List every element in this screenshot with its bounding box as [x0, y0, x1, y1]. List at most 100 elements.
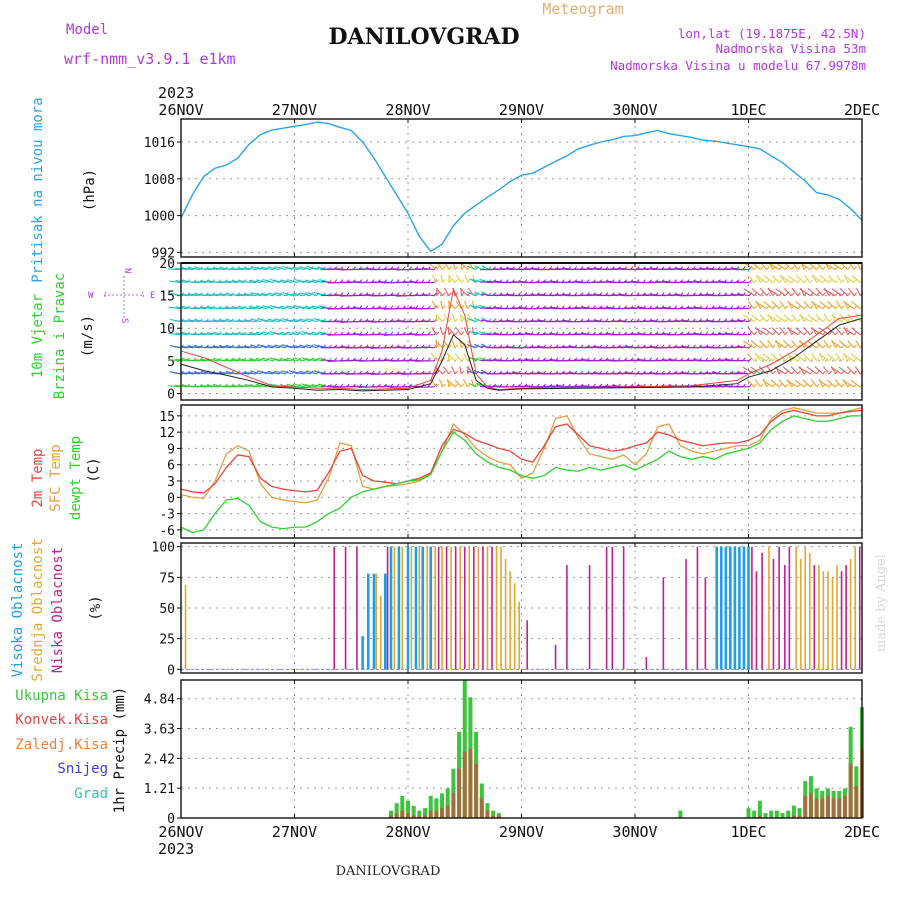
wind-label-2: Brzina i Pravac: [52, 273, 68, 399]
wind-barb: [667, 372, 681, 375]
wind-barb: [580, 346, 594, 349]
wind-unit: (m/s): [80, 315, 96, 357]
wind-barb: [774, 366, 786, 375]
time-label-bottom: 29NOV: [499, 823, 544, 841]
wind-barb: [237, 267, 250, 271]
wind-barb: [421, 372, 435, 375]
wind-barb: [549, 385, 562, 388]
precip-conv-bar: [837, 798, 842, 818]
precip-conv-bar: [428, 810, 433, 818]
wind-barb: [803, 300, 811, 310]
wind-barb: [447, 274, 456, 283]
cloud-bar-low: [840, 571, 843, 670]
wind-barb: [206, 332, 219, 336]
wind-barb-flag: [853, 279, 857, 283]
wind-barb: [480, 333, 494, 336]
cloud-bar-mid: [410, 546, 413, 670]
wind-barb: [311, 305, 324, 310]
wind-barb: [505, 372, 519, 375]
cloud-bar-high: [361, 636, 364, 670]
wind-barb: [786, 327, 799, 336]
wind-barb: [692, 320, 706, 323]
wind-barb: [306, 344, 317, 349]
wind-barb: [168, 280, 182, 284]
wind-barb: [358, 320, 372, 323]
cloud-bar-low: [526, 620, 528, 670]
wind-barb-flag: [822, 318, 826, 323]
y-tick-label: 1.21: [144, 782, 175, 797]
wind-barb-flag: [841, 383, 845, 388]
precip-conv-bar: [854, 785, 859, 818]
y-tick-label: 4.84: [144, 693, 175, 708]
wind-barb: [480, 359, 494, 362]
precip-total-bar: [763, 813, 768, 818]
wind-barb: [469, 278, 477, 284]
wind-barb-flag: [454, 344, 458, 349]
wind-barb: [168, 358, 182, 362]
wind-barb: [499, 293, 512, 297]
wind-barb: [464, 274, 469, 283]
precip-total-bar: [440, 793, 445, 818]
cloud-bar-mid: [441, 546, 443, 670]
wind-barb: [186, 307, 200, 310]
wind-barb-flag: [816, 357, 820, 362]
wind-barb-flag: [772, 357, 776, 362]
wind-barb: [430, 353, 437, 362]
wind-barb-flag: [442, 305, 446, 309]
wind-barb: [736, 307, 750, 310]
wind-barb-flag: [778, 279, 783, 283]
wind-barb-flag: [847, 292, 851, 296]
wind-barb-flag: [791, 344, 795, 349]
cloud-bar-high: [742, 546, 746, 670]
wind-barb: [806, 366, 817, 375]
precip-conv-bar: [485, 810, 490, 818]
precip-total-bar: [780, 813, 785, 818]
wind-barb: [750, 340, 761, 349]
y-tick-label: 0: [167, 812, 175, 827]
time-label-top: 2DEC: [844, 101, 880, 119]
wind-barb: [574, 332, 587, 336]
wind-barb: [743, 314, 755, 323]
wind-barb-flag: [797, 305, 801, 309]
wind-barb: [377, 385, 391, 388]
wind-barb: [623, 307, 637, 310]
wind-barb-flag: [847, 318, 851, 323]
wind-barb: [623, 333, 637, 336]
wind-barb: [655, 280, 668, 284]
wind-barb: [274, 344, 286, 349]
wind-barb: [255, 384, 267, 388]
precip-conv-bar: [757, 815, 762, 818]
wind-barb-flag: [448, 266, 452, 270]
cloud-bar-high: [738, 546, 741, 670]
precip-total-bar: [791, 805, 796, 818]
wind-barb: [218, 385, 231, 388]
precip-total-bar: [400, 795, 405, 818]
wind-barb: [383, 268, 397, 271]
wind-barb: [199, 294, 213, 297]
wind-barb: [586, 267, 600, 271]
wind-barb-flag: [785, 357, 789, 362]
wind-barb: [306, 318, 317, 323]
wind-barb: [655, 307, 668, 310]
wind-barb: [199, 384, 213, 388]
cloud-bar-mid: [513, 583, 516, 670]
wind-barb: [466, 344, 477, 349]
wind-barb: [818, 353, 830, 362]
wind-barb: [292, 371, 305, 375]
cloud-bar-low: [788, 546, 791, 670]
wind-barb: [838, 340, 849, 349]
wind-barb: [230, 346, 244, 349]
y-tick-label: 1008: [144, 173, 175, 188]
wind-barb: [843, 301, 855, 310]
wind-barb: [536, 333, 550, 336]
wind-barb-flag: [748, 331, 752, 336]
wind-barb: [567, 307, 581, 310]
wind-barb: [243, 359, 256, 362]
wind-barb: [333, 372, 347, 375]
wind-barb: [287, 331, 299, 336]
wind-barb: [280, 279, 292, 284]
wind-barb: [661, 268, 675, 271]
wind-barb-flag: [435, 331, 440, 336]
precip-total-bar: [746, 808, 751, 818]
